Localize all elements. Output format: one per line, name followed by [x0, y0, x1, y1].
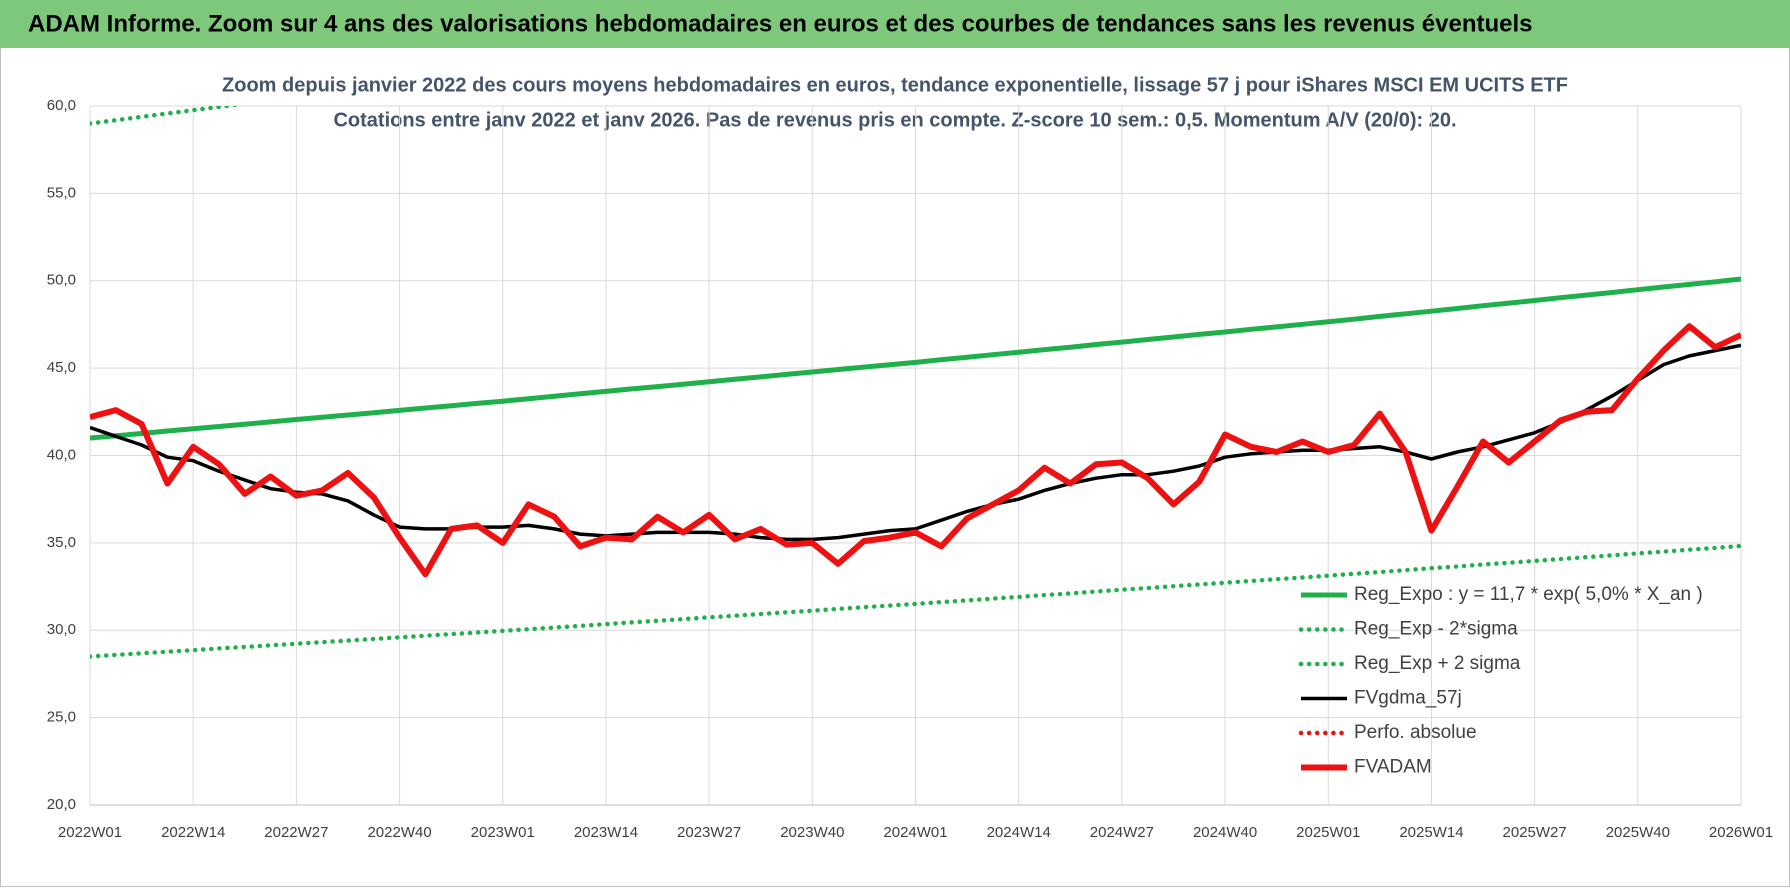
x-tick-label: 2023W01	[471, 824, 535, 841]
x-tick-label: 2026W01	[1709, 824, 1773, 841]
x-tick-label: 2023W14	[574, 824, 638, 841]
x-tick-label: 2025W40	[1606, 824, 1670, 841]
x-tick-label: 2022W40	[367, 824, 431, 841]
subtitle: Zoom depuis janvier 2022 des cours moyen…	[222, 74, 1568, 96]
x-tick-label: 2023W40	[780, 824, 844, 841]
legend-label: Perfo. absolue	[1354, 722, 1477, 743]
y-tick-label: 40,0	[47, 446, 76, 463]
legend-label: Reg_Exp + 2 sigma	[1354, 653, 1521, 674]
plot-area	[90, 106, 1741, 659]
header-bar	[0, 0, 1790, 48]
x-tick-label: 2024W14	[987, 824, 1051, 841]
x-tick-label: 2022W01	[58, 824, 122, 841]
subtitle: Cotations entre janv 2022 et janv 2026. …	[333, 109, 1456, 131]
x-tick-label: 2024W01	[883, 824, 947, 841]
y-tick-label: 25,0	[47, 709, 76, 726]
legend-label: Reg_Exp - 2*sigma	[1354, 619, 1518, 640]
x-tick-label: 2025W14	[1399, 824, 1463, 841]
y-tick-label: 55,0	[47, 184, 76, 201]
y-tick-label: 30,0	[47, 621, 76, 638]
legend-label: FVADAM	[1354, 757, 1432, 778]
y-tick-label: 20,0	[47, 796, 76, 813]
x-tick-label: 2025W01	[1296, 824, 1360, 841]
x-tick-label: 2024W27	[1090, 824, 1154, 841]
x-tick-label: 2022W14	[161, 824, 225, 841]
series-line	[90, 543, 1741, 659]
x-tick-label: 2024W40	[1193, 824, 1257, 841]
x-tick-label: 2025W27	[1503, 824, 1567, 841]
series-line	[90, 276, 1741, 441]
chart-title: ADAM Informe. Zoom sur 4 ans des valoris…	[28, 10, 1533, 37]
x-tick-label: 2023W27	[677, 824, 741, 841]
series-line	[90, 323, 1741, 578]
series-line	[90, 343, 1741, 542]
y-tick-label: 50,0	[47, 272, 76, 289]
y-tick-label: 35,0	[47, 534, 76, 551]
x-tick-label: 2022W27	[264, 824, 328, 841]
legend-label: Reg_Expo : y = 11,7 * exp( 5,0% * X_an )	[1354, 584, 1703, 605]
y-tick-label: 45,0	[47, 359, 76, 376]
legend-label: FVgdma_57j	[1354, 688, 1462, 709]
y-tick-label: 60,0	[47, 97, 76, 114]
